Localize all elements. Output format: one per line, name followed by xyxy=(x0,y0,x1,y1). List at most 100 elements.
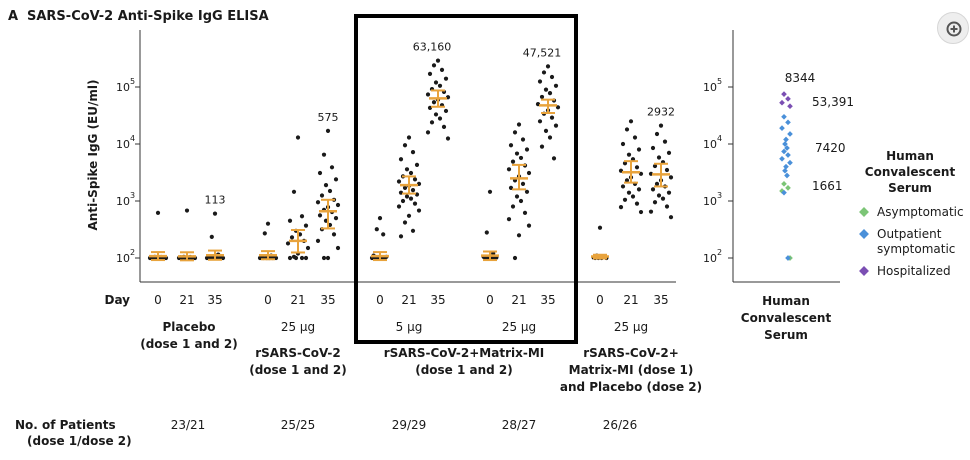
gmt-value-label: 63,160 xyxy=(413,41,452,54)
data-point xyxy=(639,210,643,214)
conv-data-point xyxy=(787,131,793,137)
conv-data-point xyxy=(785,119,791,125)
data-point xyxy=(304,256,308,260)
dose-label: 5 μg xyxy=(396,320,423,334)
data-point xyxy=(621,142,625,146)
data-point xyxy=(527,224,531,228)
data-point xyxy=(554,124,558,128)
patients-count: 26/26 xyxy=(603,418,638,432)
data-point xyxy=(554,84,558,88)
data-point xyxy=(292,190,296,194)
data-point xyxy=(519,199,523,203)
data-point xyxy=(326,129,330,133)
day-tick-label: 35 xyxy=(320,293,335,307)
y-tick-exponent: 3 xyxy=(130,191,135,200)
group-name: rSARS-CoV-2 xyxy=(255,346,341,360)
data-point xyxy=(409,171,413,175)
day-tick-label: 0 xyxy=(154,293,162,307)
data-point xyxy=(403,143,407,147)
conv-y-tick-label: 10 xyxy=(703,138,717,151)
conv-data-point xyxy=(787,103,793,109)
day-tick-label: 21 xyxy=(401,293,416,307)
data-point xyxy=(657,155,661,159)
conv-y-tick-exponent: 2 xyxy=(717,248,722,257)
data-point xyxy=(432,63,436,67)
day-axis-label: Day xyxy=(104,293,130,307)
y-tick-exponent: 4 xyxy=(130,134,135,143)
patients-count: 25/25 xyxy=(281,418,316,432)
day-tick-label: 0 xyxy=(376,293,384,307)
data-point xyxy=(210,235,214,239)
data-point xyxy=(667,191,671,195)
panel-letter: A xyxy=(8,9,18,24)
group-name: rSARS-CoV-2+ xyxy=(583,346,679,360)
conv-data-point xyxy=(779,156,785,162)
data-point xyxy=(519,156,523,160)
data-point xyxy=(300,256,304,260)
data-point xyxy=(511,160,515,164)
data-point xyxy=(546,64,550,68)
data-point xyxy=(407,135,411,139)
data-point xyxy=(426,92,430,96)
conv-panel-title: Serum xyxy=(764,328,808,342)
data-point xyxy=(517,122,521,126)
legend-item-label: symptomatic xyxy=(877,242,955,256)
data-point xyxy=(544,129,548,133)
dose-label: 25 μg xyxy=(281,320,315,334)
group-name: (dose 1 and 2) xyxy=(249,363,347,377)
data-point xyxy=(428,72,432,76)
data-point xyxy=(661,197,665,201)
data-point xyxy=(515,194,519,198)
data-point xyxy=(625,127,629,131)
data-point xyxy=(399,157,403,161)
patients-count: 23/21 xyxy=(171,418,206,432)
data-point xyxy=(440,68,444,72)
legend-title: Serum xyxy=(888,181,932,195)
data-point xyxy=(651,187,655,191)
data-point xyxy=(538,119,542,123)
data-point xyxy=(659,124,663,128)
day-tick-label: 35 xyxy=(430,293,445,307)
day-tick-label: 35 xyxy=(540,293,555,307)
y-tick-label: 10 xyxy=(116,138,130,151)
data-point xyxy=(415,163,419,167)
data-point xyxy=(552,156,556,160)
data-point xyxy=(513,130,517,134)
conv-panel-title: Human xyxy=(762,294,810,308)
data-point xyxy=(442,125,446,129)
conv-panel-title: Convalescent xyxy=(741,311,832,325)
day-tick-label: 0 xyxy=(596,293,604,307)
data-point xyxy=(507,217,511,221)
data-point xyxy=(515,151,519,155)
data-point xyxy=(324,183,328,187)
group-name: (dose 1 and 2) xyxy=(415,363,513,377)
data-point xyxy=(266,222,270,226)
conv-data-point xyxy=(784,173,790,179)
data-point xyxy=(663,140,667,144)
day-tick-label: 21 xyxy=(290,293,305,307)
data-point xyxy=(330,165,334,169)
data-point xyxy=(488,190,492,194)
data-point xyxy=(521,137,525,141)
data-point xyxy=(411,150,415,154)
zoom-button[interactable] xyxy=(937,12,969,44)
day-tick-label: 21 xyxy=(623,293,638,307)
data-point xyxy=(405,167,409,171)
data-point xyxy=(432,100,436,104)
data-point xyxy=(411,229,415,233)
data-point xyxy=(511,204,515,208)
conv-data-point xyxy=(783,164,789,170)
data-point xyxy=(401,199,405,203)
data-point xyxy=(426,130,430,134)
data-point xyxy=(651,146,655,150)
data-point xyxy=(635,202,639,206)
conv-data-point xyxy=(785,185,791,191)
y-tick-label: 10 xyxy=(116,195,130,208)
data-point xyxy=(185,208,189,212)
data-point xyxy=(320,193,324,197)
data-point xyxy=(407,214,411,218)
y-axis-label: Anti-Spike IgG (EU/ml) xyxy=(86,80,100,231)
data-point xyxy=(655,182,659,186)
data-point xyxy=(288,219,292,223)
conv-value-label: 53,391 xyxy=(812,95,854,109)
